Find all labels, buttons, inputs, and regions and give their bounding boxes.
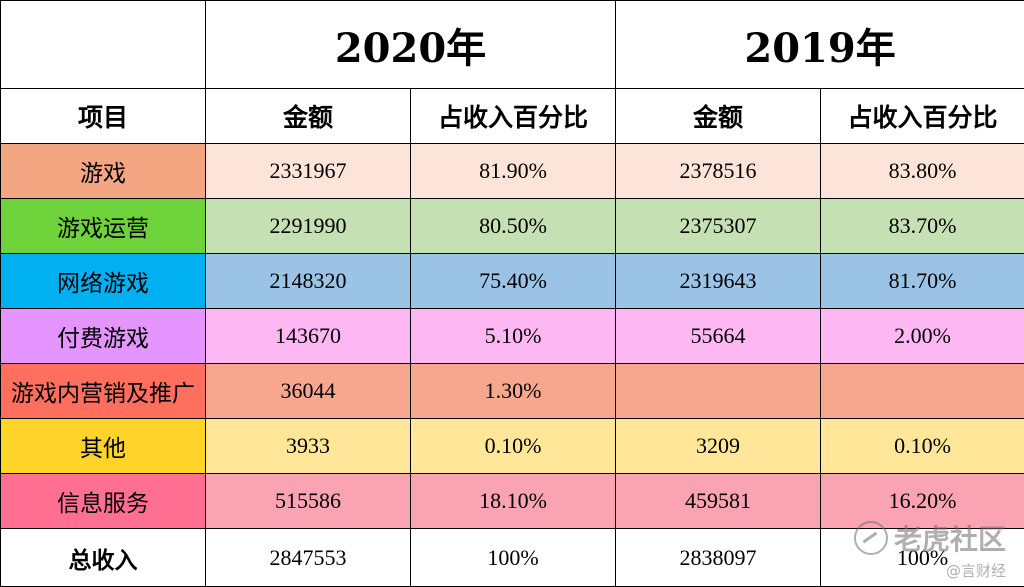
amount-2019-cell: 55664 — [615, 308, 822, 364]
percent-2020-cell: 18.10% — [409, 473, 617, 529]
percent-2019-cell: 16.20% — [820, 473, 1024, 529]
percent-2020-cell: 5.10% — [409, 308, 617, 364]
amount-2019-cell: 2319643 — [615, 253, 822, 309]
amount-2019-cell: 2375307 — [615, 198, 822, 254]
row-label: 其他 — [0, 418, 206, 474]
row-label: 游戏内营销及推广 — [0, 363, 206, 419]
amount-2020-cell: 2291990 — [205, 198, 411, 254]
amount-2020-header: 金额 — [205, 88, 411, 144]
amount-2019-cell: 3209 — [615, 418, 822, 474]
amount-2020-cell: 2148320 — [205, 253, 411, 309]
percent-2020-header: 占收入百分比 — [409, 88, 617, 144]
year-header-row: 2020年 2019年 — [0, 0, 1024, 89]
percent-2019-cell: 83.80% — [820, 143, 1024, 199]
amount-2020-cell: 2331967 — [205, 143, 411, 199]
table-row: 网络游戏 2148320 75.40% 2319643 81.70% — [0, 253, 1024, 309]
amount-2019-cell — [615, 363, 822, 419]
row-label: 总收入 — [0, 528, 206, 587]
percent-2020-cell: 100% — [409, 528, 617, 587]
percent-2019-cell: 83.70% — [820, 198, 1024, 254]
table-row: 游戏运营 2291990 80.50% 2375307 83.70% — [0, 198, 1024, 254]
percent-2020-cell: 0.10% — [409, 418, 617, 474]
table-row: 游戏 2331967 81.90% 2378516 83.80% — [0, 143, 1024, 199]
row-label: 网络游戏 — [0, 253, 206, 309]
table-body: 游戏 2331967 81.90% 2378516 83.80% 游戏运营 2291990 8… — [0, 143, 1024, 587]
year-2020-header: 2020年 — [204, 0, 617, 89]
percent-2020-cell: 1.30% — [409, 363, 617, 419]
table-row: 游戏内营销及推广 36044 1.30% — [0, 363, 1024, 419]
table-row: 其他 3933 0.10% 3209 0.10% — [0, 418, 1024, 474]
percent-2019-cell: 100% — [820, 528, 1024, 587]
percent-2019-cell: 81.70% — [820, 253, 1024, 309]
amount-2020-cell: 143670 — [205, 308, 411, 364]
percent-2019-cell: 0.10% — [820, 418, 1024, 474]
amount-2020-cell: 515586 — [205, 473, 411, 529]
corner-cell — [0, 0, 206, 89]
total-row: 总收入 2847553 100% 2838097 100% — [0, 528, 1024, 587]
percent-2020-cell: 75.40% — [409, 253, 617, 309]
percent-2020-cell: 81.90% — [409, 143, 617, 199]
item-header: 项目 — [0, 88, 206, 144]
percent-2020-cell: 80.50% — [409, 198, 617, 254]
year-2019-header: 2019年 — [615, 0, 1024, 89]
row-label: 信息服务 — [0, 473, 206, 529]
row-label: 游戏运营 — [0, 198, 206, 254]
column-header-row: 项目 金额 占收入百分比 金额 占收入百分比 — [0, 88, 1024, 144]
amount-2020-cell: 2847553 — [205, 528, 411, 587]
amount-2019-cell: 2838097 — [615, 528, 822, 587]
percent-2019-cell — [820, 363, 1024, 419]
amount-2019-cell: 2378516 — [615, 143, 822, 199]
amount-2020-cell: 36044 — [205, 363, 411, 419]
row-label: 付费游戏 — [0, 308, 206, 364]
amount-2020-cell: 3933 — [205, 418, 411, 474]
table-row: 付费游戏 143670 5.10% 55664 2.00% — [0, 308, 1024, 364]
table-row: 信息服务 515586 18.10% 459581 16.20% — [0, 473, 1024, 529]
row-label: 游戏 — [0, 143, 206, 199]
percent-2019-header: 占收入百分比 — [820, 88, 1024, 144]
percent-2019-cell: 2.00% — [820, 308, 1024, 364]
amount-2019-cell: 459581 — [615, 473, 822, 529]
amount-2019-header: 金额 — [615, 88, 822, 144]
